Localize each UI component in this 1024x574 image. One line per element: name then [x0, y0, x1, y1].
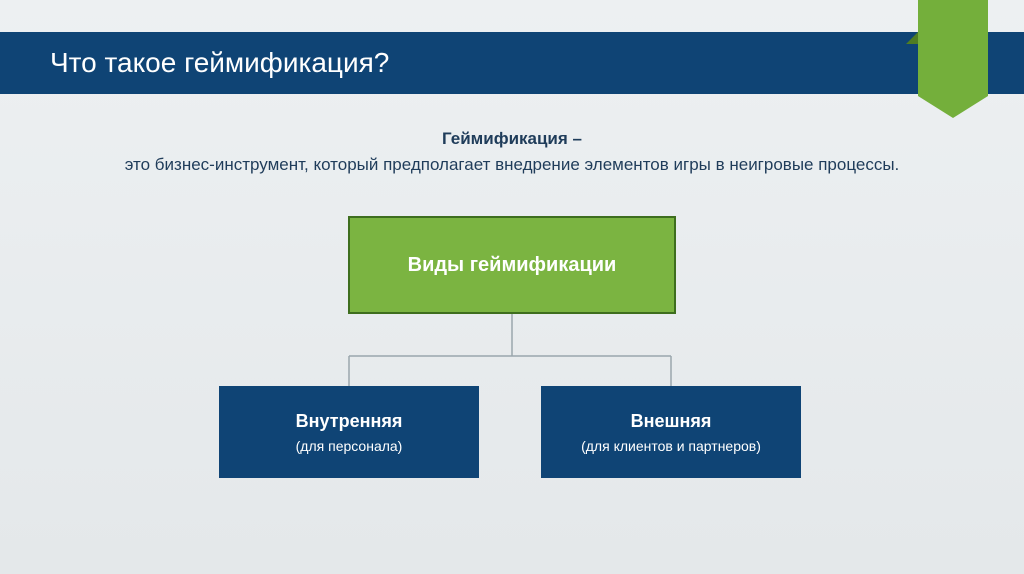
- ribbon-fold: [906, 32, 918, 44]
- root-node: Виды геймификации: [348, 216, 676, 314]
- intro-text: Геймификация – это бизнес-инструмент, ко…: [0, 126, 1024, 178]
- child-node-internal: Внутренняя (для персонала): [219, 386, 479, 478]
- intro-term: Геймификация: [442, 129, 568, 148]
- ribbon-body: [918, 0, 988, 96]
- child-title: Внешняя: [631, 411, 712, 432]
- org-chart: Виды геймификации Внутренняя (для персон…: [0, 216, 1024, 516]
- intro-dash: –: [568, 129, 582, 148]
- slide-title: Что такое геймификация?: [50, 47, 389, 79]
- child-subtitle: (для клиентов и партнеров): [581, 438, 761, 454]
- root-label: Виды геймификации: [408, 254, 617, 277]
- ribbon-tail: [918, 96, 988, 118]
- child-node-external: Внешняя (для клиентов и партнеров): [541, 386, 801, 478]
- intro-definition: это бизнес-инструмент, который предполаг…: [125, 155, 900, 174]
- child-title: Внутренняя: [296, 411, 403, 432]
- child-subtitle: (для персонала): [296, 438, 403, 454]
- header-bar: Что такое геймификация?: [0, 32, 1024, 94]
- ribbon-bookmark: [918, 0, 988, 118]
